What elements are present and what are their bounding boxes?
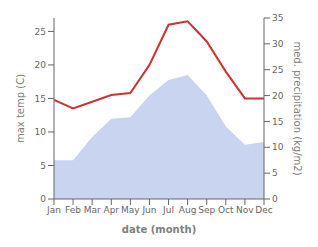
svg-text:25: 25: [272, 65, 283, 75]
svg-text:Jun: Jun: [141, 205, 156, 215]
svg-text:15: 15: [35, 94, 46, 104]
svg-text:May: May: [121, 205, 140, 215]
svg-text:Apr: Apr: [103, 205, 119, 215]
svg-text:20: 20: [272, 91, 284, 101]
svg-text:max temp (C): max temp (C): [15, 74, 26, 143]
svg-text:5: 5: [40, 161, 46, 171]
svg-text:Jan: Jan: [46, 205, 61, 215]
svg-text:Mar: Mar: [84, 205, 101, 215]
svg-text:15: 15: [272, 117, 283, 127]
svg-text:35: 35: [272, 13, 283, 23]
svg-text:10: 10: [35, 127, 47, 137]
svg-text:Oct: Oct: [218, 205, 234, 215]
svg-text:Aug: Aug: [179, 205, 197, 215]
svg-text:0: 0: [272, 194, 278, 204]
svg-text:Jul: Jul: [162, 205, 174, 215]
svg-text:Sep: Sep: [198, 205, 215, 215]
svg-text:5: 5: [272, 168, 278, 178]
svg-text:20: 20: [35, 60, 47, 70]
svg-text:25: 25: [35, 27, 46, 37]
svg-text:Feb: Feb: [65, 205, 81, 215]
svg-text:Nov: Nov: [236, 205, 254, 215]
svg-text:Dec: Dec: [255, 205, 272, 215]
svg-text:10: 10: [272, 142, 284, 152]
svg-text:0: 0: [40, 194, 46, 204]
svg-text:30: 30: [272, 39, 284, 49]
svg-text:med. precipitation (kg/m2): med. precipitation (kg/m2): [292, 41, 303, 175]
svg-text:date (month): date (month): [122, 224, 196, 235]
